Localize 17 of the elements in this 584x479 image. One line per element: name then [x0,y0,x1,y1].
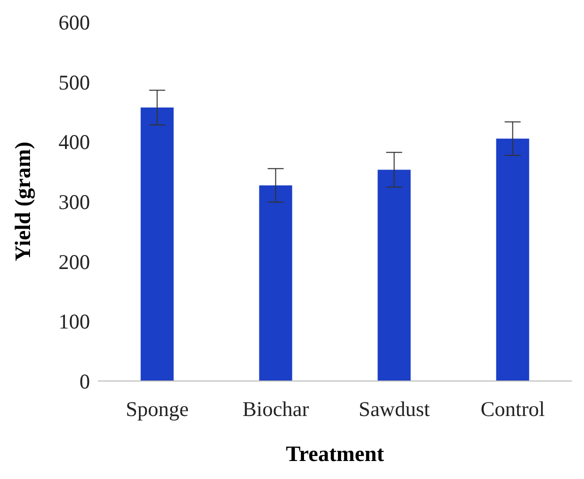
x-tick-label: Control [480,396,545,421]
y-tick-label: 500 [58,70,90,94]
x-tick-label: Sponge [126,396,189,421]
x-tick-label: Biochar [242,396,309,421]
x-tick-label: Sawdust [358,396,430,421]
bar [378,170,411,381]
y-axis-title: Yield (gram) [10,142,35,262]
bar [140,108,174,381]
y-tick-label: 400 [58,130,90,154]
y-tick-label: 600 [58,10,90,34]
bar [496,138,530,381]
y-tick-label: 300 [58,190,90,214]
y-tick-label: 100 [58,310,90,334]
y-tick-label: 0 [80,369,90,394]
bar [259,185,292,381]
x-axis-title: Treatment [286,441,385,466]
y-tick-label: 200 [58,250,90,274]
